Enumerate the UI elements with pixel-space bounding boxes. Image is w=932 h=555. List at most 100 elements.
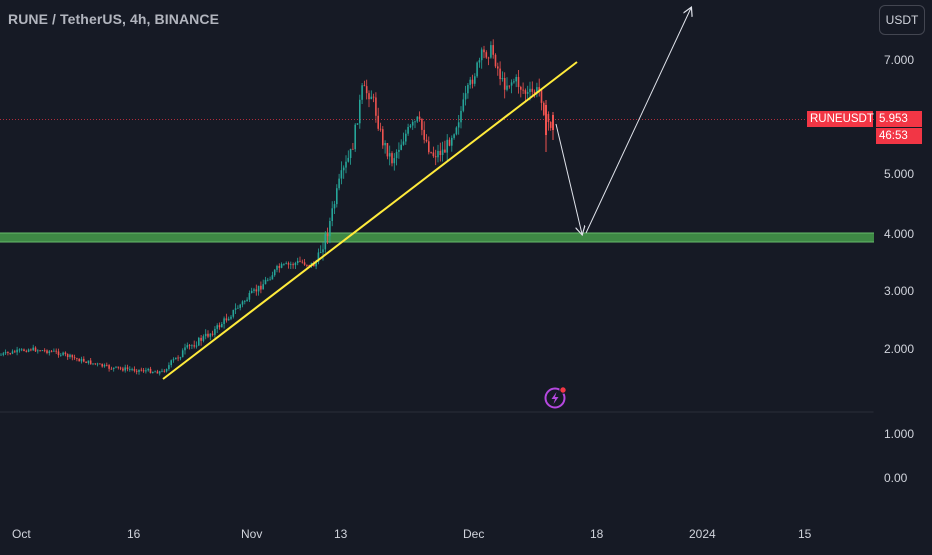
candle-body xyxy=(186,345,189,348)
candle-body xyxy=(317,252,320,263)
candle-body xyxy=(149,368,152,374)
candle-body xyxy=(239,304,241,308)
candle-body xyxy=(416,116,419,122)
candle-body xyxy=(428,141,430,153)
candle-body xyxy=(508,85,511,87)
candle-body xyxy=(241,301,244,305)
candle-body xyxy=(462,99,465,111)
candle-body xyxy=(322,249,324,253)
candle-body xyxy=(540,89,543,103)
candle-body xyxy=(103,364,106,367)
candle-body xyxy=(27,349,30,352)
candle-body xyxy=(69,354,71,357)
candle-body xyxy=(356,123,359,125)
candle-body xyxy=(126,367,129,370)
date-tick-label: Dec xyxy=(463,527,485,541)
candle-body xyxy=(506,85,508,90)
candle-body xyxy=(37,350,39,352)
candle-body xyxy=(92,363,94,365)
candle-body xyxy=(140,369,143,371)
candle-body xyxy=(269,279,271,281)
candle-body xyxy=(474,76,476,84)
candle-body xyxy=(161,370,163,372)
candle-body xyxy=(354,124,356,150)
candle-body xyxy=(122,368,124,371)
candle-body xyxy=(457,122,460,128)
date-tick-label: 16 xyxy=(127,527,141,541)
candle-body xyxy=(453,134,455,138)
candle-body xyxy=(230,316,232,319)
candle-body xyxy=(370,96,373,100)
candle-body xyxy=(487,57,490,59)
candle-body xyxy=(119,367,122,369)
candle-body xyxy=(359,99,361,124)
candle-body xyxy=(375,97,377,116)
price-tick-label: 5.000 xyxy=(884,167,915,181)
price-tick-label: 2.000 xyxy=(884,342,915,356)
candle-body xyxy=(340,170,343,179)
candle-body xyxy=(476,62,478,77)
candle-body xyxy=(138,369,140,372)
projection-arrow-up xyxy=(585,8,691,234)
lightning-bolt-icon[interactable] xyxy=(544,385,568,409)
candle-body xyxy=(163,370,166,372)
candle-body xyxy=(536,87,538,94)
candle-body xyxy=(184,347,186,351)
currency-button[interactable]: USDT xyxy=(879,5,925,35)
candle-body xyxy=(218,325,221,328)
candle-body xyxy=(402,141,405,145)
candle-body xyxy=(372,96,375,98)
candle-body xyxy=(345,161,347,168)
candle-body xyxy=(124,367,126,371)
candle-body xyxy=(142,370,145,372)
candle-body xyxy=(400,144,402,150)
candle-body xyxy=(85,361,87,363)
candle-body xyxy=(225,318,228,321)
candle-body xyxy=(363,85,366,87)
candle-body xyxy=(41,350,44,352)
candle-body xyxy=(446,139,448,153)
candle-body xyxy=(71,354,74,358)
candle-body xyxy=(106,364,108,366)
candle-body xyxy=(287,263,290,265)
candle-body xyxy=(211,333,214,335)
candle-body xyxy=(267,279,269,281)
candle-body xyxy=(299,260,301,262)
candle-body xyxy=(57,351,60,356)
candle-body xyxy=(0,354,2,356)
candle-body xyxy=(214,328,216,335)
candle-body xyxy=(467,84,469,94)
candle-body xyxy=(411,121,414,126)
candle-body xyxy=(115,366,117,368)
candle-body xyxy=(490,45,492,58)
candle-body xyxy=(283,263,285,265)
projection-arrow-down xyxy=(555,123,582,234)
candle-body xyxy=(421,118,423,130)
candle-body xyxy=(464,93,467,100)
candle-body xyxy=(549,122,552,128)
candle-body xyxy=(20,349,23,351)
candle-body xyxy=(361,85,363,100)
candle-body xyxy=(497,66,499,69)
candle-body xyxy=(18,349,21,351)
candle-body xyxy=(503,78,506,90)
candle-body xyxy=(25,350,28,352)
candle-body xyxy=(168,365,170,369)
candle-body xyxy=(301,261,304,263)
candle-body xyxy=(407,127,409,134)
candle-body xyxy=(244,301,246,302)
candle-body xyxy=(181,350,184,358)
candle-body xyxy=(202,336,205,341)
candle-body xyxy=(384,143,386,146)
candle-body xyxy=(352,148,354,150)
candle-body xyxy=(7,352,9,353)
candle-body xyxy=(232,309,235,317)
candle-body xyxy=(524,90,527,94)
candle-body xyxy=(195,345,198,347)
candle-body xyxy=(248,293,251,300)
candle-body xyxy=(50,351,53,353)
candle-body xyxy=(108,365,110,369)
candle-body xyxy=(198,337,200,346)
